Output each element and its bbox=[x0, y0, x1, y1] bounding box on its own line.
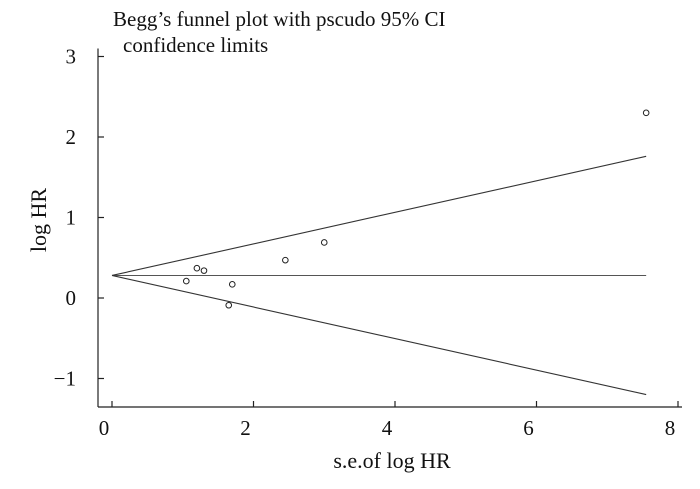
lower-confidence-limit bbox=[111, 274, 647, 396]
x-axis-label: s.e.of log HR bbox=[333, 448, 451, 473]
y-tick-label: 1 bbox=[66, 206, 77, 230]
x-tick-label: 0 bbox=[99, 416, 110, 440]
chart-title-line-2: confidence limits bbox=[123, 33, 268, 57]
x-tick-label: 6 bbox=[523, 416, 534, 440]
x-tick-label: 2 bbox=[240, 416, 251, 440]
study-point bbox=[642, 109, 650, 117]
upper-confidence-limit bbox=[111, 155, 647, 276]
study-point bbox=[182, 277, 190, 285]
study-point bbox=[282, 256, 289, 264]
x-ticks: 0 2 4 6 8 bbox=[99, 401, 679, 440]
x-tick-label: 4 bbox=[382, 416, 393, 440]
y-tick-label: −1 bbox=[54, 367, 76, 391]
y-axis-label: log HR bbox=[26, 188, 51, 253]
study-point bbox=[200, 267, 208, 274]
study-point bbox=[225, 301, 233, 309]
axes bbox=[97, 48, 682, 408]
study-point bbox=[320, 239, 328, 246]
study-point bbox=[193, 264, 201, 272]
x-tick-label: 8 bbox=[665, 416, 676, 440]
y-tick-label: 3 bbox=[66, 45, 77, 69]
y-tick-label: 2 bbox=[66, 125, 77, 149]
y-ticks: −1 0 1 2 3 bbox=[54, 45, 104, 391]
y-tick-label: 0 bbox=[66, 286, 77, 310]
study-points bbox=[182, 109, 650, 309]
study-point bbox=[228, 281, 236, 288]
chart-title-line-1: Begg’s funnel plot with pscudo 95% CI bbox=[113, 7, 445, 31]
